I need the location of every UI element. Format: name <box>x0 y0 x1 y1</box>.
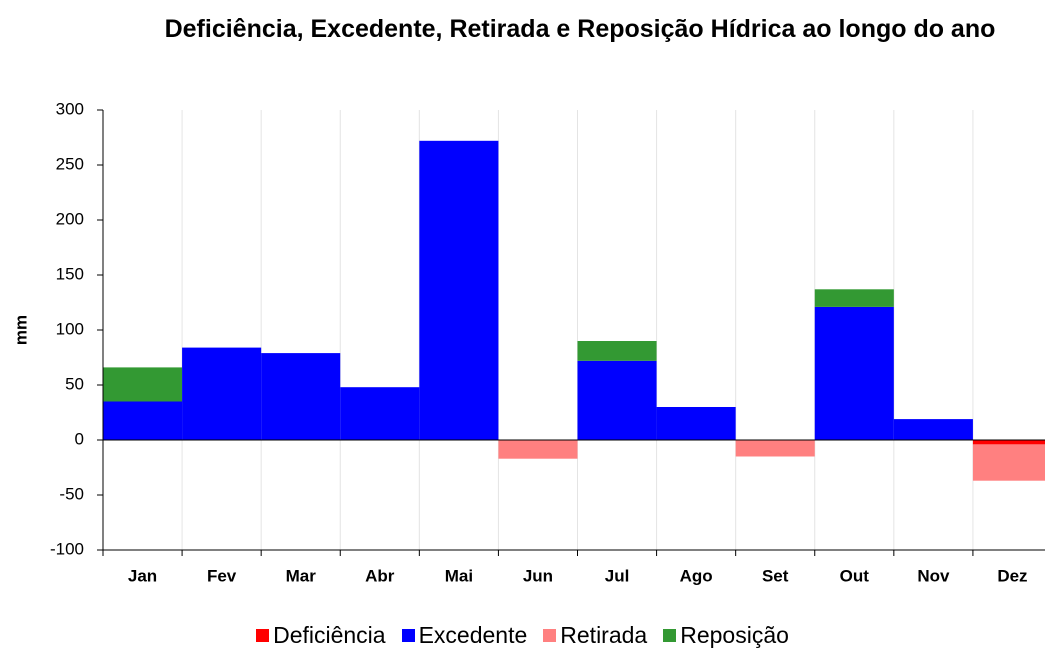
y-tick-label: 100 <box>56 319 84 338</box>
bar-segment <box>972 440 1045 445</box>
x-tick-label: Dez <box>997 566 1027 585</box>
bar-segment <box>103 401 183 440</box>
x-tick-label: Mar <box>286 566 317 585</box>
legend-label: Retirada <box>560 622 648 648</box>
bar-segment <box>577 360 657 440</box>
x-tick-label: Nov <box>917 566 950 585</box>
x-tick-label: Jul <box>605 566 630 585</box>
legend-item: Reposição <box>663 622 789 649</box>
bar-segment <box>340 387 420 440</box>
legend-swatch <box>401 629 415 642</box>
bar-segment <box>972 444 1045 481</box>
y-tick-label: 200 <box>56 209 84 228</box>
bar-segment <box>498 440 578 459</box>
chart-title: Deficiência, Excedente, Retirada e Repos… <box>164 15 996 43</box>
y-tick-label: 0 <box>75 429 84 448</box>
legend-label: Deficiência <box>273 622 386 648</box>
bar-segment <box>656 407 736 440</box>
legend-item: Excedente <box>401 622 528 649</box>
y-tick-label: -50 <box>59 484 84 503</box>
bar-segment <box>182 347 262 440</box>
legend-item: Deficiência <box>256 622 386 649</box>
x-tick-label: Abr <box>365 566 395 585</box>
x-tick-label: Ago <box>680 566 713 585</box>
legend-swatch <box>256 629 270 642</box>
bar-segment <box>577 341 657 361</box>
x-tick-label: Out <box>840 566 870 585</box>
bar-segment <box>735 440 815 457</box>
x-tick-label: Jan <box>128 566 157 585</box>
bar-segment <box>103 367 183 402</box>
y-axis-label: mm <box>11 315 30 345</box>
x-tick-label: Jun <box>523 566 553 585</box>
x-tick-label: Fev <box>207 566 237 585</box>
legend-swatch <box>543 629 557 642</box>
bar-segment <box>893 419 973 440</box>
y-tick-label: 250 <box>56 154 84 173</box>
x-tick-label: Set <box>762 566 789 585</box>
x-tick-label: Mai <box>445 566 473 585</box>
y-tick-label: 50 <box>65 374 84 393</box>
bar-segment <box>814 306 894 440</box>
y-tick-label: 300 <box>56 99 84 118</box>
legend-label: Reposição <box>680 622 789 648</box>
y-tick-label: 150 <box>56 264 84 283</box>
legend: Deficiência Excedente Retirada Reposição <box>0 622 1045 649</box>
legend-label: Excedente <box>418 622 528 648</box>
legend-item: Retirada <box>543 622 647 649</box>
legend-swatch <box>663 629 677 642</box>
y-tick-label: -100 <box>50 539 84 558</box>
bar-segment <box>419 140 499 441</box>
bar-segment <box>261 353 341 440</box>
bar-segment <box>814 289 894 307</box>
